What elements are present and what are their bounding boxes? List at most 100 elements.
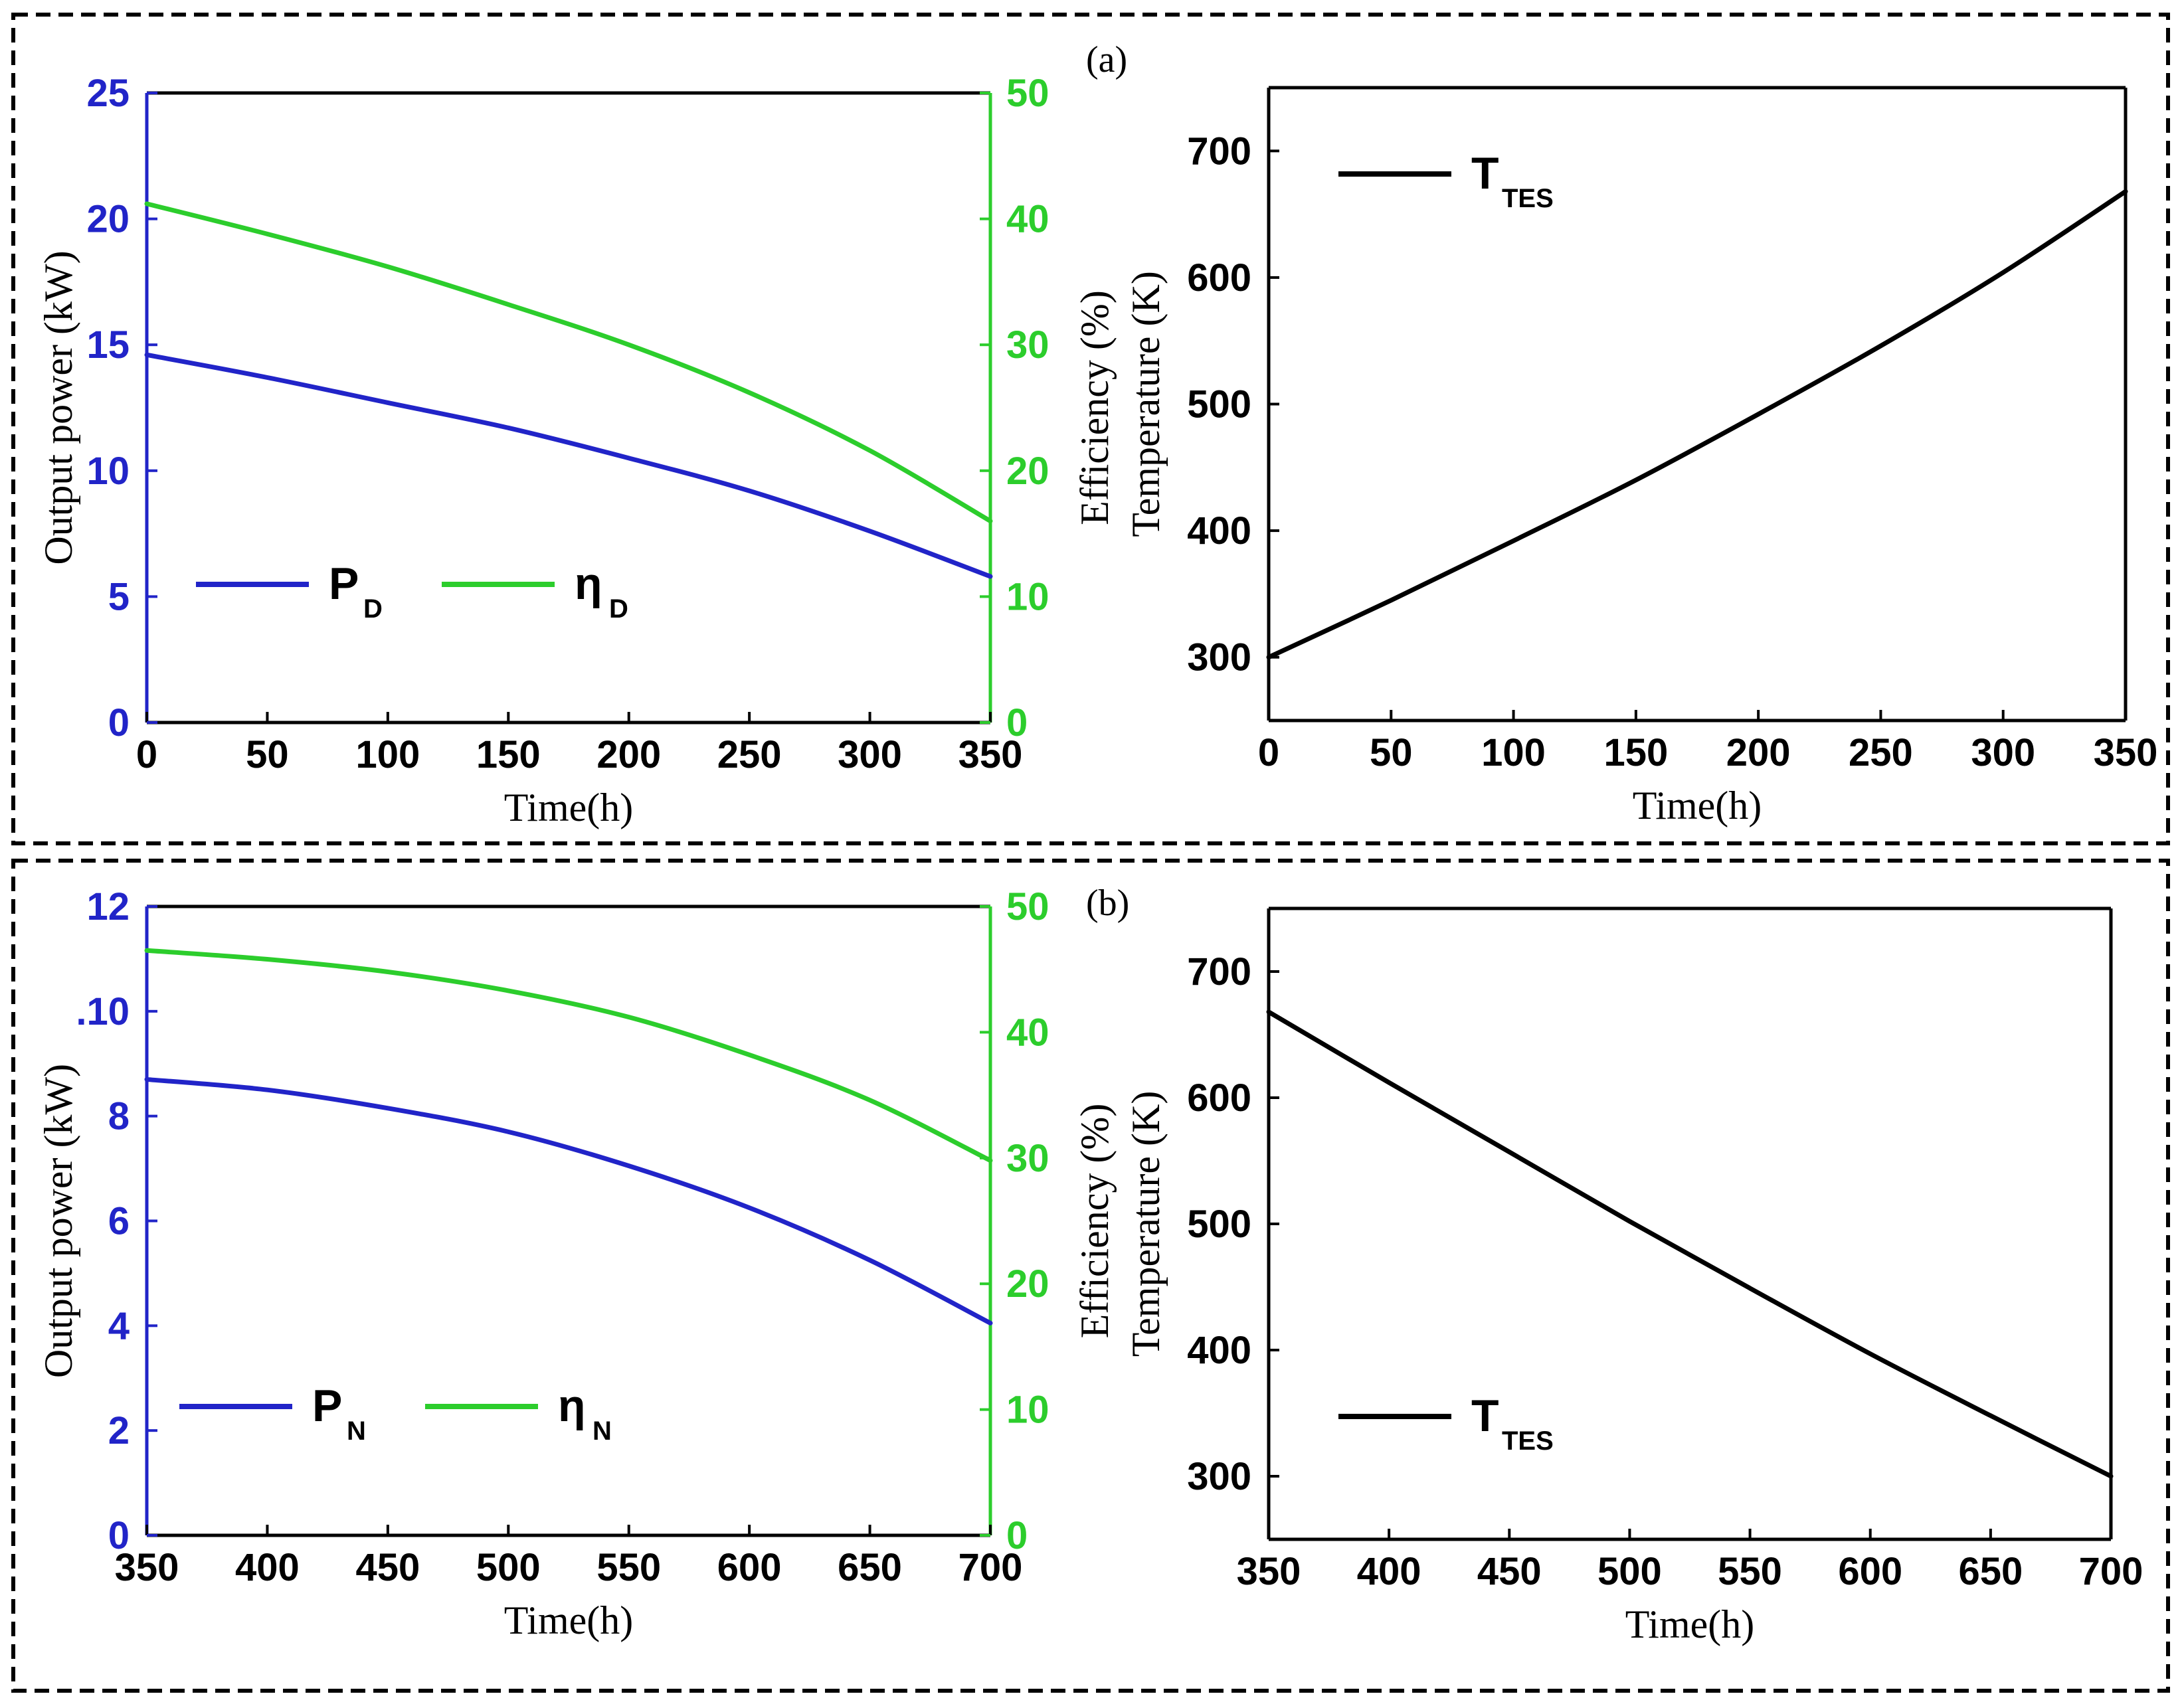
x-tick-label: 650 — [838, 1546, 902, 1589]
series-line-0 — [144, 1076, 993, 1325]
y-axis-title: Output power (kW) — [37, 250, 80, 564]
x-tick-label: 150 — [1603, 731, 1668, 774]
chart-3: 350 400 450 500 550 600 650 700 300 400 500 600 700 T… — [1124, 906, 2143, 1646]
y-axis-title: Temperature (K) — [1124, 271, 1168, 537]
legend-label-sub-0: TES — [1502, 184, 1554, 213]
y-tick-label: 12 — [86, 885, 130, 928]
y-tick-label: 600 — [1187, 1076, 1251, 1120]
y-tick-label: .10 — [76, 990, 130, 1033]
x-tick-label: 350 — [1237, 1550, 1301, 1593]
x-tick-label: 500 — [476, 1546, 541, 1589]
legend-label-0: T — [1471, 1391, 1499, 1441]
y-axis-title: Output power (kW) — [37, 1064, 80, 1378]
y-tick-label: 600 — [1187, 256, 1251, 299]
x-tick-label: 50 — [1370, 731, 1413, 774]
x-tick-label: 550 — [596, 1546, 661, 1589]
y2-tick-label: 40 — [1006, 198, 1049, 241]
x-tick-label: 650 — [1958, 1550, 2023, 1593]
y-tick-label: 400 — [1187, 509, 1251, 553]
x-tick-label: 200 — [596, 733, 661, 776]
chart-1: 0 50 100 150 200 250 300 350 300 400 500 600 700 Time… — [1124, 86, 2158, 827]
y2-axis-title: Efficiency (%) — [1073, 290, 1117, 525]
y-tick-label: 20 — [86, 198, 130, 241]
x-axis-title: Time(h) — [1625, 1602, 1754, 1646]
x-tick-label: 450 — [1477, 1550, 1542, 1593]
y-tick-label: 5 — [108, 575, 130, 618]
x-tick-label: 500 — [1597, 1550, 1662, 1593]
y-tick-label: 25 — [86, 72, 130, 115]
y2-tick-label: 10 — [1006, 1389, 1049, 1432]
series-line-0 — [144, 352, 993, 579]
y-tick-label: 10 — [86, 450, 130, 493]
x-tick-label: 350 — [2094, 731, 2158, 774]
y-tick-label: 300 — [1187, 636, 1251, 679]
x-tick-label: 250 — [1849, 731, 1913, 774]
y2-tick-label: 20 — [1006, 1262, 1049, 1306]
x-tick-label: 350 — [958, 733, 1023, 776]
y-tick-label: 15 — [86, 323, 130, 367]
legend-label-0: P — [312, 1381, 342, 1431]
x-tick-label: 550 — [1718, 1550, 1782, 1593]
y2-tick-label: 30 — [1006, 323, 1049, 367]
legend-label-sub-1: D — [609, 594, 628, 624]
x-tick-label: 150 — [476, 733, 541, 776]
y-tick-label: 4 — [108, 1304, 130, 1347]
y-tick-label: 2 — [108, 1409, 130, 1452]
x-tick-label: 250 — [717, 733, 782, 776]
y-tick-label: 6 — [108, 1200, 130, 1243]
series-line-1 — [144, 948, 993, 1163]
x-axis-title: Time(h) — [1633, 784, 1762, 827]
y2-tick-label: 0 — [1006, 1514, 1028, 1557]
y-tick-label: 500 — [1187, 1203, 1251, 1246]
panel-a-label: (a) — [1086, 39, 1127, 80]
y2-tick-label: 0 — [1006, 701, 1028, 744]
y-tick-label: 500 — [1187, 383, 1251, 426]
y2-tick-label: 20 — [1006, 450, 1049, 493]
y-tick-label: 400 — [1187, 1329, 1251, 1372]
x-tick-label: 450 — [355, 1546, 420, 1589]
x-tick-label: 400 — [1357, 1550, 1421, 1593]
legend-label-sub-0: D — [363, 594, 383, 624]
legend-label-1: η — [575, 558, 602, 609]
x-tick-label: 300 — [1971, 731, 2035, 774]
chart-0: 0 50 100 150 200 250 300 3500510152025010203040… — [37, 72, 1117, 829]
y2-tick-label: 30 — [1006, 1137, 1049, 1180]
x-tick-label: 200 — [1726, 731, 1791, 774]
y-tick-label: 700 — [1187, 950, 1251, 993]
y2-tick-label: 40 — [1006, 1011, 1049, 1054]
x-tick-label: 100 — [1481, 731, 1546, 774]
x-tick-label: 600 — [1838, 1550, 1902, 1593]
y-tick-label: 0 — [108, 1514, 130, 1557]
panel-b-label: (b) — [1086, 883, 1129, 924]
x-tick-label: 700 — [958, 1546, 1023, 1589]
y-tick-label: 0 — [108, 701, 130, 744]
x-tick-label: 0 — [136, 733, 157, 776]
chart-2: 350 400 450 500 550 600 650 70002468.1012010203… — [37, 885, 1117, 1642]
x-tick-label: 600 — [717, 1546, 782, 1589]
legend-label-0: P — [329, 558, 359, 609]
series-line-0 — [1266, 1009, 2114, 1479]
y2-tick-label: 50 — [1006, 72, 1049, 115]
x-tick-label: 400 — [235, 1546, 300, 1589]
series-line-0 — [1266, 189, 2128, 660]
y-axis-title: Temperature (K) — [1124, 1091, 1168, 1357]
x-tick-label: 0 — [1258, 731, 1279, 774]
legend-label-0: T — [1471, 148, 1499, 199]
series-line-1 — [144, 201, 993, 524]
y-tick-label: 8 — [108, 1095, 130, 1138]
x-tick-label: 50 — [246, 733, 289, 776]
y2-tick-label: 10 — [1006, 575, 1049, 618]
legend-label-sub-0: N — [347, 1416, 366, 1446]
x-axis-title: Time(h) — [504, 1598, 633, 1642]
x-tick-label: 350 — [115, 1546, 179, 1589]
x-tick-label: 700 — [2079, 1550, 2143, 1593]
y-tick-label: 300 — [1187, 1455, 1251, 1498]
x-axis-title: Time(h) — [504, 786, 633, 829]
y2-tick-label: 50 — [1006, 885, 1049, 928]
y2-axis-title: Efficiency (%) — [1073, 1104, 1117, 1339]
y-tick-label: 700 — [1187, 129, 1251, 173]
legend-label-sub-1: N — [592, 1416, 612, 1446]
legend-label-1: η — [558, 1381, 586, 1431]
